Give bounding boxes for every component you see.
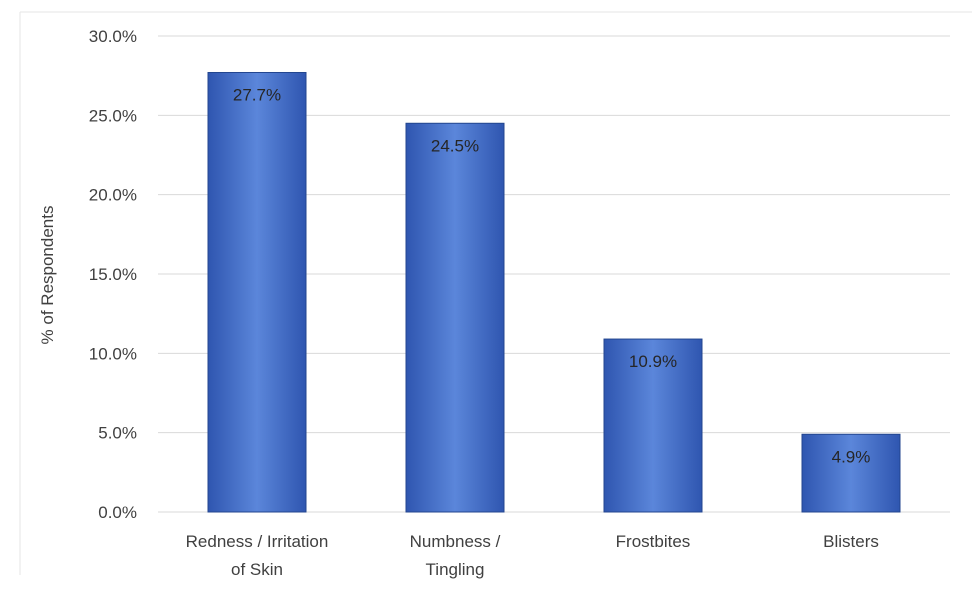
y-axis-tick-labels: 0.0% 5.0% 10.0% 15.0% 20.0% 25.0% 30.0% [89,27,137,522]
data-labels: 27.7% 24.5% 10.9% 4.9% [233,85,870,466]
bar [801,433,901,513]
chart-border [19,11,972,575]
x-tick-label: Blisters [823,532,879,551]
bar [405,122,505,513]
bar [207,71,307,513]
x-tick-label: Numbness / [410,532,501,551]
x-axis-tick-labels: Redness / Irritation of Skin Numbness / Tin… [186,532,879,579]
y-tick-label: 20.0% [89,186,137,205]
x-tick-label: Frostbites [616,532,691,551]
bar [603,338,703,513]
data-label: 27.7% [233,85,281,104]
y-axis-label: % of Respondents [38,206,57,345]
x-tick-label: Redness / Irritation [186,532,329,551]
x-tick-label: Tingling [426,560,485,579]
data-label: 24.5% [431,136,479,155]
data-label: 10.9% [629,352,677,371]
x-tick-label: of Skin [231,560,283,579]
bars [207,71,901,513]
data-label: 4.9% [832,447,871,466]
y-tick-label: 0.0% [98,503,137,522]
y-tick-label: 5.0% [98,424,137,443]
y-tick-label: 25.0% [89,106,137,125]
y-tick-label: 30.0% [89,27,137,46]
y-tick-label: 10.0% [89,344,137,363]
y-tick-label: 15.0% [89,265,137,284]
